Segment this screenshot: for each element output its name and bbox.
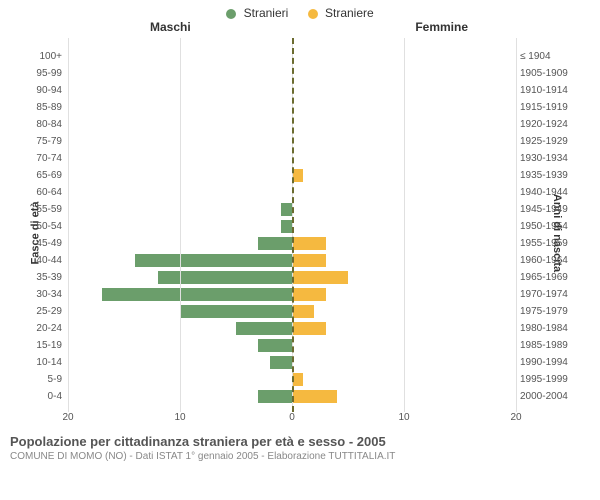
birth-year-label: 1975-1979	[520, 303, 578, 320]
chart-subtitle: COMUNE DI MOMO (NO) - Dati ISTAT 1° genn…	[10, 451, 590, 462]
birth-year-label: 1980-1984	[520, 320, 578, 337]
legend-label-female: Straniere	[325, 6, 374, 20]
age-label: 90-94	[22, 82, 62, 99]
age-label: 50-54	[22, 218, 62, 235]
birth-year-label: 1915-1919	[520, 99, 578, 116]
age-label: 35-39	[22, 269, 62, 286]
legend-item-male: Stranieri	[226, 6, 288, 20]
age-label: 15-19	[22, 337, 62, 354]
age-label: 60-64	[22, 184, 62, 201]
age-label: 10-14	[22, 354, 62, 371]
legend: Stranieri Straniere	[0, 0, 600, 20]
x-tick: 10	[398, 412, 409, 423]
population-pyramid-chart: Stranieri Straniere Maschi Femmine Fasce…	[0, 0, 600, 500]
birth-year-label: 1950-1954	[520, 218, 578, 235]
age-label: 40-44	[22, 252, 62, 269]
birth-year-label: 1940-1944	[520, 184, 578, 201]
birth-year-label: 1995-1999	[520, 371, 578, 388]
birth-year-label: 1965-1969	[520, 269, 578, 286]
birth-year-label: 1935-1939	[520, 167, 578, 184]
x-tick: 20	[510, 412, 521, 423]
age-label: 20-24	[22, 320, 62, 337]
age-label: 85-89	[22, 99, 62, 116]
legend-label-male: Stranieri	[244, 6, 289, 20]
age-label: 5-9	[22, 371, 62, 388]
birth-year-label: 1970-1974	[520, 286, 578, 303]
age-label: 95-99	[22, 65, 62, 82]
chart-title: Popolazione per cittadinanza straniera p…	[10, 434, 590, 449]
birth-year-label: 1955-1959	[520, 235, 578, 252]
legend-swatch-female	[308, 9, 318, 19]
birth-year-label: 1945-1949	[520, 201, 578, 218]
age-label: 70-74	[22, 150, 62, 167]
age-label: 100+	[22, 48, 62, 65]
age-label: 0-4	[22, 388, 62, 405]
age-label: 75-79	[22, 133, 62, 150]
age-label: 65-69	[22, 167, 62, 184]
birth-year-label: 1985-1989	[520, 337, 578, 354]
birth-year-label: 1905-1909	[520, 65, 578, 82]
age-label: 30-34	[22, 286, 62, 303]
age-label: 80-84	[22, 116, 62, 133]
column-header-male: Maschi	[150, 20, 191, 34]
x-tick: 20	[62, 412, 73, 423]
age-label: 25-29	[22, 303, 62, 320]
column-header-female: Femmine	[415, 20, 468, 34]
birth-year-label: 1920-1924	[520, 116, 578, 133]
birth-year-label: 1925-1929	[520, 133, 578, 150]
x-tick: 0	[289, 412, 295, 423]
column-headers: Maschi Femmine	[0, 20, 600, 38]
age-label: 45-49	[22, 235, 62, 252]
age-label: 55-59	[22, 201, 62, 218]
birth-year-label: 1960-1964	[520, 252, 578, 269]
legend-swatch-male	[226, 9, 236, 19]
x-tick: 10	[174, 412, 185, 423]
plot-area: Fasce di età Anni di nascita 201001020 1…	[0, 38, 600, 428]
birth-year-label: 2000-2004	[520, 388, 578, 405]
birth-year-label: 1990-1994	[520, 354, 578, 371]
birth-year-label: 1930-1934	[520, 150, 578, 167]
birth-year-label: 1910-1914	[520, 82, 578, 99]
x-axis: 201001020	[68, 412, 516, 428]
birth-year-label: ≤ 1904	[520, 48, 578, 65]
footer: Popolazione per cittadinanza straniera p…	[0, 428, 600, 462]
legend-item-female: Straniere	[308, 6, 374, 20]
